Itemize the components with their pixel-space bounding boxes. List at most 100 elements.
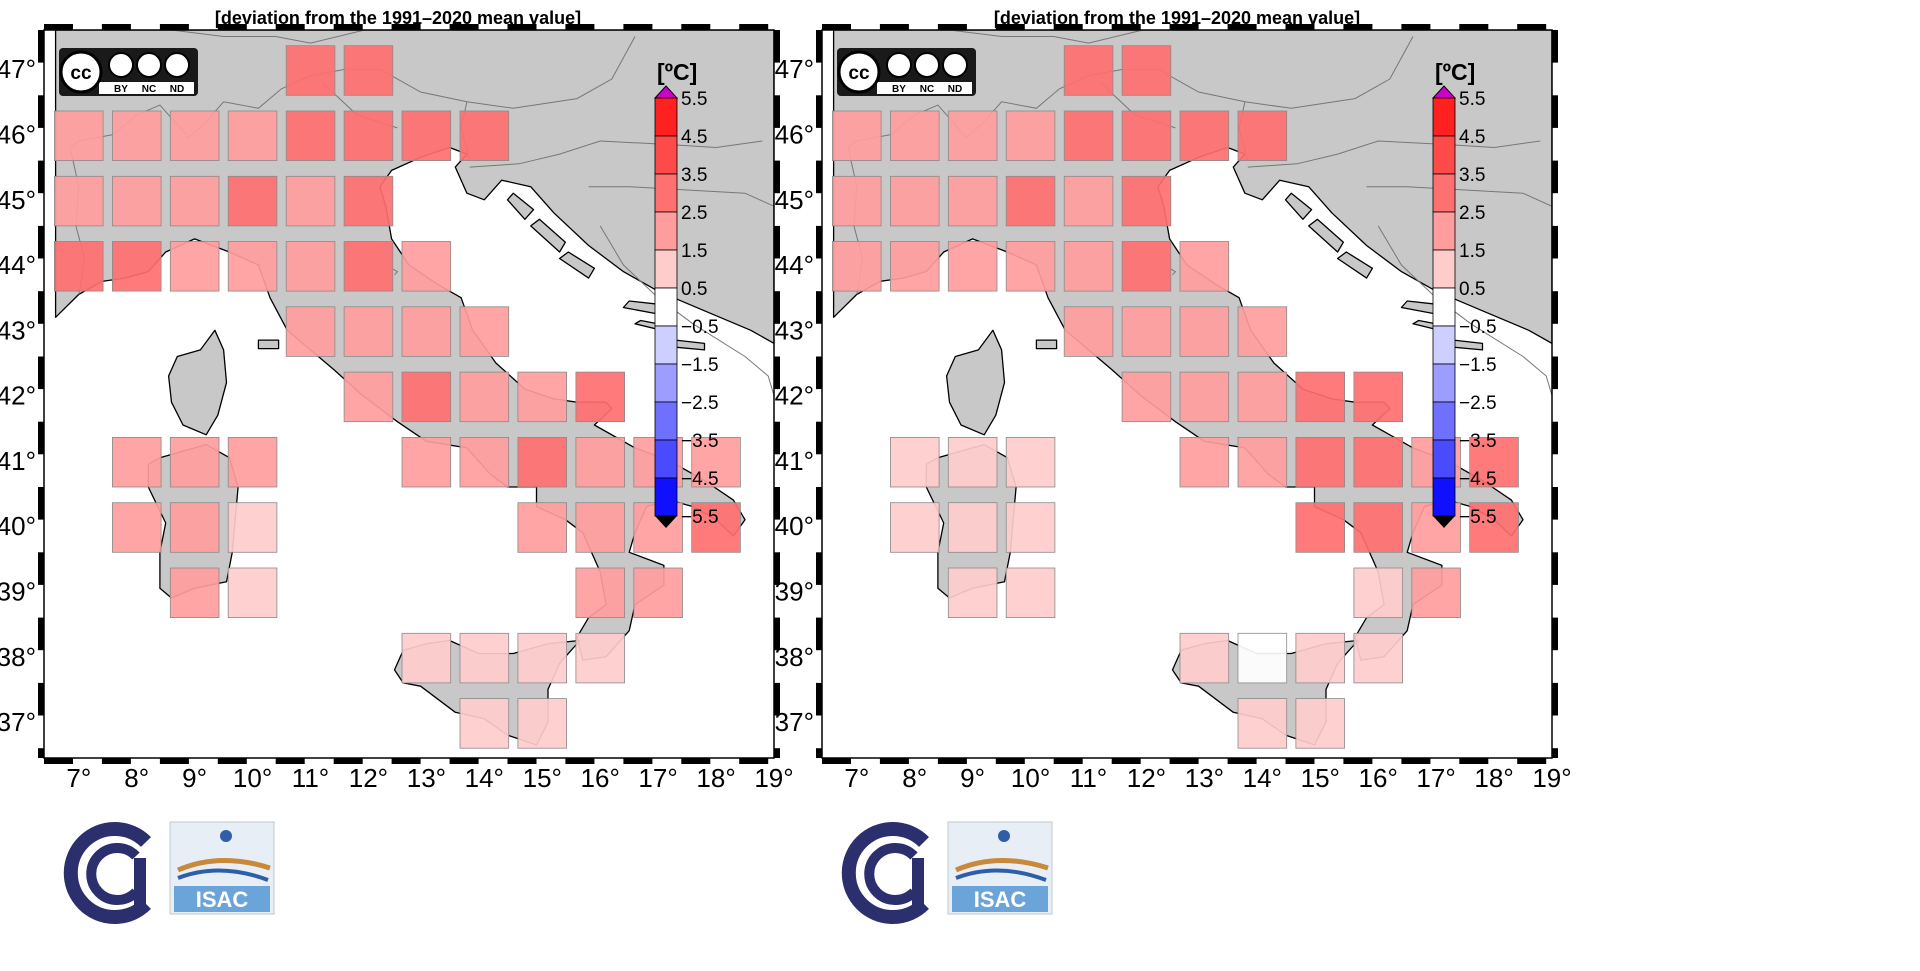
cnr-bar xyxy=(134,858,146,908)
frame-tick-left xyxy=(38,748,44,758)
grid-cell xyxy=(575,567,626,618)
grid-cell xyxy=(1121,110,1172,161)
cnr-bar xyxy=(912,858,924,908)
country-border-8 xyxy=(391,267,399,276)
cnr-logo xyxy=(56,808,156,924)
colorbar-unit: [ºC] xyxy=(657,59,697,85)
grid-cell xyxy=(1353,371,1404,423)
lat-tick-label: 41° xyxy=(0,446,36,476)
lon-tick-label: 7° xyxy=(66,763,91,793)
nc-icon xyxy=(136,52,162,78)
lon-tick-label: 19° xyxy=(754,763,793,793)
frame-tick-right xyxy=(774,356,780,390)
frame-tick-left xyxy=(816,617,822,651)
grid-cell xyxy=(1353,567,1404,618)
grid-cell xyxy=(343,45,394,96)
frame-tick-bottom xyxy=(275,758,305,764)
grid-cell xyxy=(54,110,104,161)
grid-cell xyxy=(890,175,940,227)
colorbar-swatch xyxy=(654,173,678,213)
license-nd-text: ND xyxy=(170,84,184,95)
grid-cell xyxy=(517,698,568,749)
colorbar-swatch xyxy=(1432,325,1456,365)
lon-tick-label: 18° xyxy=(1474,763,1513,793)
grid-cell xyxy=(1295,632,1346,684)
colorbar-swatch xyxy=(654,325,678,365)
colorbar-level-label: −4.5 xyxy=(1459,469,1497,490)
grid-cell xyxy=(890,110,940,161)
lon-tick-label: 12° xyxy=(1127,763,1166,793)
lat-tick-label: 38° xyxy=(0,642,36,672)
frame-tick-top xyxy=(822,24,851,30)
frame-tick-left xyxy=(38,160,44,194)
frame-tick-top xyxy=(879,24,909,30)
grid-cell xyxy=(1005,502,1056,553)
cc-icon xyxy=(837,50,881,94)
frame-tick-bottom xyxy=(995,758,1025,764)
license-nc-text: NC xyxy=(920,84,934,95)
grid-cell xyxy=(459,632,510,684)
grid-cell xyxy=(227,110,278,161)
license-badge-strip xyxy=(99,82,194,94)
frame-tick-bottom xyxy=(879,758,909,764)
cnr-arc-outer xyxy=(841,822,929,924)
grid-cell xyxy=(401,110,452,161)
grid-cell xyxy=(1005,567,1056,618)
lat-tick-label: 43° xyxy=(0,315,36,345)
frame-tick-bottom xyxy=(623,758,653,764)
lat-tick-label: 45° xyxy=(775,185,814,215)
grid-cell xyxy=(169,175,220,227)
frame-tick-left xyxy=(816,421,822,455)
colorbar-under-arrow xyxy=(655,516,677,528)
grid-cell xyxy=(1237,436,1288,488)
island-elba xyxy=(257,339,280,350)
map-frame xyxy=(38,24,780,764)
island-corsica xyxy=(945,329,1006,436)
lon-tick-label: 17° xyxy=(638,763,677,793)
frame-tick-left xyxy=(816,30,822,63)
lon-tick-label: 8° xyxy=(902,763,927,793)
grid-cell xyxy=(459,436,510,488)
colorbar-swatch xyxy=(1432,173,1456,213)
colorbar-unit: [ºC] xyxy=(1435,59,1475,85)
colorbar-level-label: −3.5 xyxy=(1459,431,1497,452)
grid-cell xyxy=(112,175,162,227)
colorbar-level-label: 2.5 xyxy=(681,203,707,224)
grid-cell xyxy=(459,110,510,161)
grid-cell xyxy=(691,502,741,553)
lon-tick-label: 19° xyxy=(1532,763,1571,793)
frame-tick-left xyxy=(816,748,822,758)
lat-tick-label: 39° xyxy=(0,577,36,607)
frame-tick-right xyxy=(774,95,780,128)
colorbar-swatch xyxy=(654,135,678,175)
grid-cell xyxy=(401,371,452,423)
lon-tick-label: 18° xyxy=(696,763,735,793)
map-title: [deviation from the 1991–2020 mean value… xyxy=(994,8,1360,28)
grid-cell xyxy=(890,241,940,292)
lon-tick-label: 11° xyxy=(292,763,329,793)
grid-cell xyxy=(227,502,278,553)
frame-tick-top xyxy=(44,24,73,30)
grid-cell xyxy=(112,502,162,553)
grid-cell xyxy=(343,175,394,227)
frame-tick-right xyxy=(1552,95,1558,128)
country-border-7 xyxy=(1522,356,1552,396)
grid-cell xyxy=(691,436,741,488)
lat-tick-label: 46° xyxy=(0,120,36,150)
grid-cell xyxy=(1295,502,1346,553)
island-dalmatian-2 xyxy=(530,218,567,253)
country-border-11 xyxy=(949,30,1145,44)
grid-cell xyxy=(1353,436,1404,488)
island-corsica xyxy=(167,329,228,436)
grid-cell xyxy=(1237,306,1288,357)
frame-tick-top xyxy=(565,24,595,30)
grid-cell xyxy=(1121,45,1172,96)
grid-cell xyxy=(1411,567,1461,618)
grid-cell xyxy=(1063,45,1114,96)
colorbar-level-label: 2.5 xyxy=(1459,203,1485,224)
frame-tick-right xyxy=(774,421,780,455)
frame-tick-top xyxy=(1459,24,1489,30)
colorbar-level-label: −4.5 xyxy=(681,469,719,490)
island-dalmatian-2 xyxy=(1308,218,1345,253)
